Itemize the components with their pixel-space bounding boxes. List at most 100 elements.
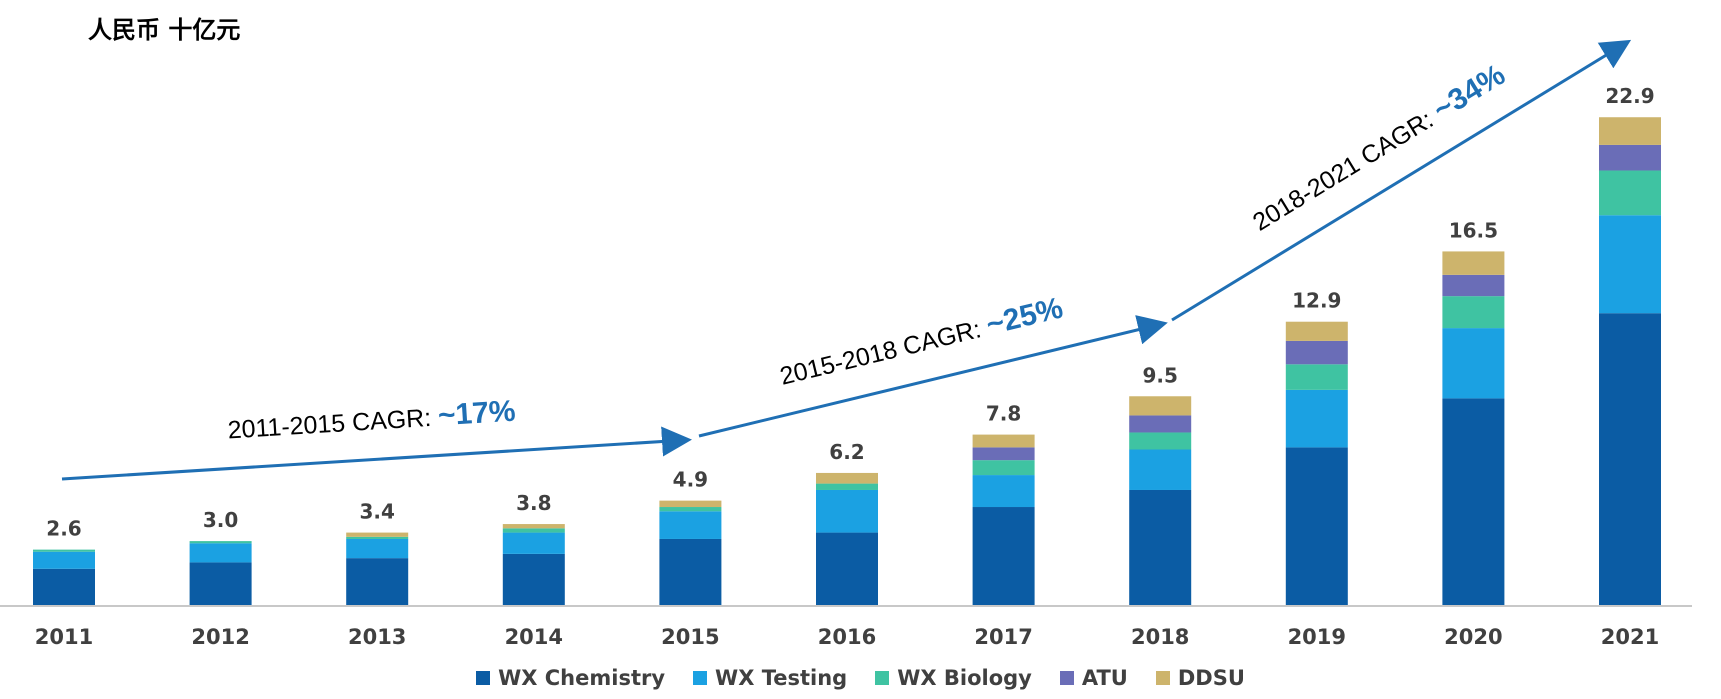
bar-segment-wx-biology-2014 — [502, 528, 565, 533]
bar-segment-wx-testing-2016 — [816, 489, 878, 533]
legend-item: WX Testing — [693, 666, 847, 690]
bar-segment-wx-biology-2019 — [1285, 364, 1348, 390]
total-labels: 2.6 3.0 3.4 3.8 4.9 6.2 7.8 9.5 12.9 16.5 22.9 — [46, 84, 1654, 540]
unit-label: 人民币 十亿元 — [88, 16, 241, 44]
bar-segment-wx-chemistry-2016 — [816, 532, 878, 605]
bar-segment-wx-chemistry-2012 — [189, 562, 252, 605]
legend-swatch — [476, 671, 491, 685]
total-label: 3.8 — [516, 491, 551, 515]
legend-swatch — [1155, 671, 1170, 685]
bar-segment-wx-biology-2012 — [189, 541, 252, 544]
x-tick-label: 2017 — [974, 625, 1032, 649]
cagr-label: 2018-2021 CAGR: ~34% — [1246, 58, 1511, 237]
legend-swatch — [875, 671, 890, 685]
x-tick-label: 2018 — [1131, 625, 1189, 649]
bar-segment-wx-chemistry-2014 — [502, 553, 565, 605]
legend-swatch — [693, 671, 708, 685]
bar-segment-wx-biology-2021 — [1599, 170, 1661, 216]
legend-label: WX Testing — [715, 666, 848, 690]
cagr-arrow — [1171, 39, 1632, 322]
bar-segment-wx-testing-2014 — [502, 532, 565, 554]
x-tick-label: 2015 — [661, 625, 719, 649]
bar-segment-atu-2019 — [1285, 340, 1348, 365]
x-tick-label: 2019 — [1288, 625, 1346, 649]
legend-item: WX Chemistry — [476, 666, 665, 690]
x-tick-label: 2020 — [1444, 625, 1502, 649]
cagr-label: 2011-2015 CAGR: ~17% — [227, 395, 517, 446]
cagr-period-text: 2015-2018 CAGR: — [777, 314, 990, 391]
bar-segment-ddsu-2017 — [972, 434, 1035, 448]
total-label: 4.9 — [673, 468, 708, 492]
x-tick-label: 2011 — [35, 625, 93, 649]
bar-segment-ddsu-2014 — [502, 524, 565, 529]
bars — [33, 117, 1661, 605]
bar-segment-wx-testing-2013 — [346, 538, 409, 559]
bar-segment-wx-testing-2021 — [1599, 215, 1661, 314]
x-tick-label: 2014 — [505, 625, 563, 649]
bar-segment-wx-biology-2016 — [816, 483, 878, 490]
total-label: 16.5 — [1449, 218, 1498, 242]
bar-segment-ddsu-2020 — [1442, 251, 1505, 275]
bar-segment-ddsu-2016 — [816, 472, 878, 484]
bar-segment-wx-chemistry-2015 — [659, 538, 722, 605]
legend-swatch — [1059, 671, 1074, 685]
bar-segment-wx-testing-2019 — [1285, 389, 1348, 448]
cagr-period-text: 2018-2021 CAGR: — [1248, 102, 1444, 237]
cagr-label: 2015-2018 CAGR: ~25% — [776, 291, 1066, 391]
bar-segment-wx-testing-2017 — [972, 475, 1035, 508]
bar-segment-wx-biology-2011 — [33, 549, 95, 552]
bar-segment-ddsu-2019 — [1285, 321, 1348, 341]
cagr-period-text: 2011-2015 CAGR: — [227, 403, 439, 444]
bar-segment-wx-chemistry-2019 — [1285, 447, 1348, 605]
total-label: 3.4 — [359, 500, 394, 524]
bar-segment-wx-chemistry-2013 — [346, 558, 409, 605]
bar-segment-wx-testing-2012 — [189, 543, 252, 563]
total-label: 2.6 — [46, 517, 81, 541]
legend-item: DDSU — [1155, 666, 1245, 690]
bar-segment-atu-2017 — [972, 447, 1035, 461]
bar-segment-wx-biology-2017 — [972, 460, 1035, 476]
bar-segment-atu-2020 — [1442, 274, 1505, 297]
bar-segment-ddsu-2018 — [1129, 396, 1192, 416]
x-tick-labels: 2011 2012 2013 2014 2015 2016 2017 2018 2019 2020… — [35, 625, 1659, 649]
bar-segment-wx-chemistry-2017 — [972, 507, 1035, 605]
x-tick-label: 2016 — [818, 625, 876, 649]
total-label: 7.8 — [986, 402, 1021, 426]
cagr-value: ~34% — [1427, 58, 1510, 127]
bar-segment-wx-testing-2020 — [1442, 328, 1505, 399]
legend-label: WX Biology — [897, 666, 1032, 690]
total-label: 3.0 — [203, 508, 238, 532]
bar-segment-ddsu-2021 — [1599, 117, 1661, 145]
x-tick-label: 2021 — [1601, 625, 1659, 649]
total-label: 22.9 — [1605, 84, 1654, 108]
bar-segment-wx-testing-2015 — [659, 511, 722, 539]
bar-segment-wx-biology-2018 — [1129, 432, 1192, 450]
cagr-arrow — [61, 426, 692, 481]
x-tick-label: 2012 — [191, 625, 249, 649]
bar-segment-wx-chemistry-2021 — [1599, 313, 1661, 605]
legend-label: DDSU — [1177, 666, 1245, 690]
total-label: 12.9 — [1292, 289, 1341, 313]
legend: WX Chemistry WX Testing WX Biology ATU DDSU — [0, 666, 1721, 690]
bar-segment-wx-chemistry-2020 — [1442, 398, 1505, 605]
bar-segment-wx-biology-2015 — [659, 507, 722, 512]
cagr-arrow — [698, 315, 1168, 438]
legend-label: ATU — [1081, 666, 1128, 690]
bar-segment-wx-testing-2018 — [1129, 449, 1192, 490]
x-tick-label: 2013 — [348, 625, 406, 649]
bar-segment-atu-2018 — [1129, 415, 1192, 433]
bar-segment-wx-chemistry-2018 — [1129, 489, 1192, 605]
bar-segment-wx-biology-2020 — [1442, 296, 1505, 329]
legend-label: WX Chemistry — [498, 666, 666, 690]
bar-segment-wx-chemistry-2011 — [33, 568, 95, 605]
bar-segment-wx-testing-2011 — [33, 551, 95, 569]
bar-segment-ddsu-2015 — [659, 500, 722, 508]
bar-segment-wx-biology-2013 — [346, 536, 409, 539]
cagr-value: ~17% — [437, 395, 516, 433]
legend-item: ATU — [1059, 666, 1128, 690]
cagr-value: ~25% — [983, 291, 1066, 341]
cagr-annotations: 2011-2015 CAGR: ~17% 2015-2018 CAGR: ~25%… — [61, 39, 1632, 481]
total-label: 9.5 — [1142, 363, 1177, 387]
legend-item: WX Biology — [875, 666, 1032, 690]
